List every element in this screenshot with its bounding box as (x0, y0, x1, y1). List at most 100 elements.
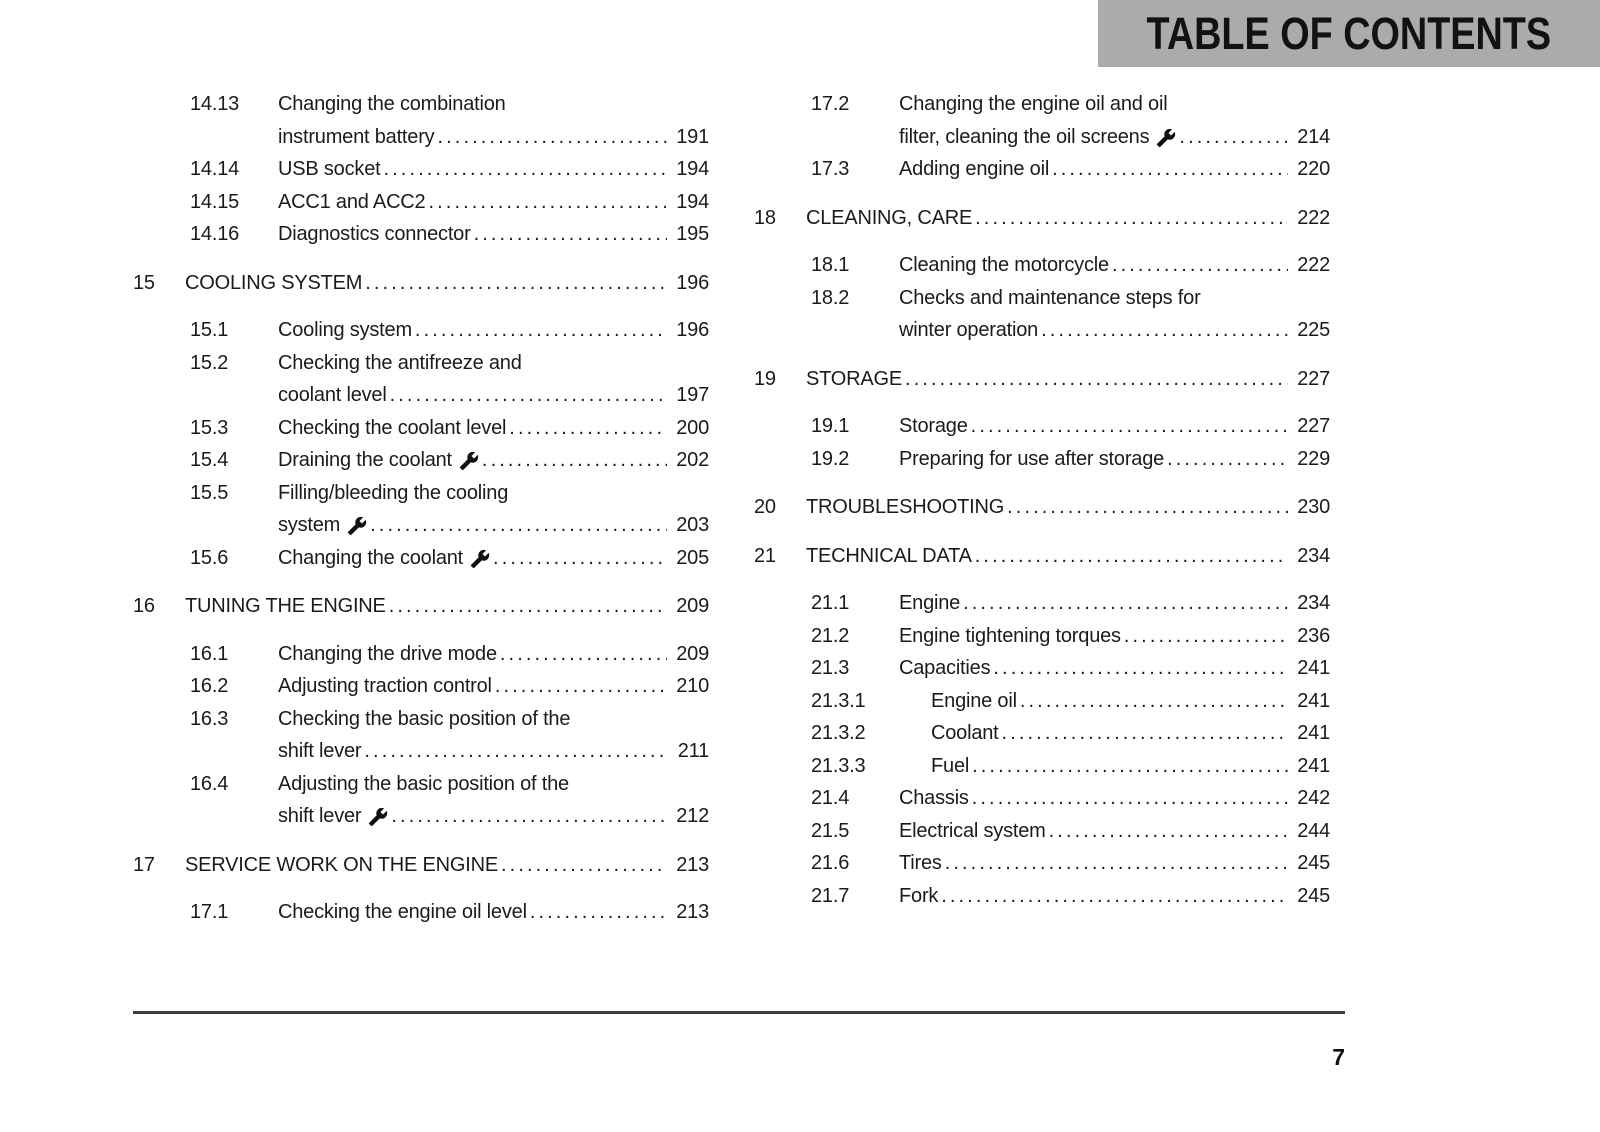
entry-body: Cooling system 196 (278, 314, 709, 347)
entry-line: Engine oil 241 (931, 685, 1330, 718)
entry-number: 17.3 (811, 158, 850, 180)
entry-line: Adjusting traction control 210 (278, 670, 709, 703)
toc-sub-entry-17.2: 17.2 Changing the engine oil and oil filte… (754, 88, 1330, 153)
toc-sub-entry-21.5: 21.5 Electrical system 244 (754, 815, 1330, 848)
toc-section-entry-20: 20 TROUBLESHOOTING 230 (754, 491, 1330, 524)
entry-number: 16 (133, 595, 155, 617)
toc-section-entry-17: 17 SERVICE WORK ON THE ENGINE 213 (133, 849, 709, 882)
dot-leader (972, 750, 1288, 783)
wrench-icon (470, 549, 490, 568)
entry-title-line: instrument battery (278, 125, 435, 148)
toc-sub-entry-21.3: 21.3 Capacities 241 (754, 652, 1330, 685)
entry-page-number: 236 (1297, 624, 1330, 647)
toc-sub-entry-21.1: 21.1 Engine 234 (754, 587, 1330, 620)
entry-title-line: Coolant (931, 722, 999, 744)
entry-line: STORAGE 227 (806, 363, 1330, 396)
entry-body: Engine 234 (899, 587, 1330, 620)
entry-number: 21.5 (811, 819, 850, 842)
entry-page-number: 229 (1297, 447, 1330, 470)
entry-number: 14.14 (190, 158, 240, 180)
entry-page-number: 205 (676, 546, 709, 569)
entry-number: 14.13 (190, 93, 240, 115)
entry-line: TUNING THE ENGINE 209 (185, 590, 709, 623)
entry-number: 15.1 (190, 319, 229, 341)
entry-title-line: shift lever (278, 740, 362, 762)
entry-page-number: 213 (676, 901, 709, 923)
dot-leader (1002, 717, 1288, 750)
entry-number: 15.6 (190, 546, 229, 569)
entry-title-line: Changing the combination (278, 93, 506, 115)
dot-leader (370, 509, 667, 542)
entry-title-line: ACC1 and ACC2 (278, 190, 426, 213)
entry-line: coolant level 197 (278, 379, 709, 412)
entry-title-line: Adjusting the basic position of the (278, 772, 569, 795)
entry-title-line: USB socket (278, 158, 381, 180)
entry-page-number: 225 (1297, 319, 1330, 341)
entry-number: 19 (754, 367, 776, 390)
dot-leader (390, 379, 667, 412)
entry-number: 21.6 (811, 852, 850, 874)
dot-leader (905, 363, 1288, 396)
entry-title-line: Electrical system (899, 819, 1046, 842)
entry-page-number: 200 (676, 416, 709, 439)
entry-body: Draining the coolant 202 (278, 444, 709, 477)
entry-body: SERVICE WORK ON THE ENGINE 213 (185, 849, 709, 882)
entry-page-number: 241 (1297, 657, 1330, 679)
entry-number: 15.2 (190, 351, 229, 374)
entry-number: 18.1 (811, 254, 850, 276)
entry-line: Checking the basic position of the (278, 703, 709, 736)
entry-number: 18 (754, 206, 776, 229)
entry-body: Coolant 241 (899, 717, 1330, 750)
dot-leader (500, 638, 667, 671)
entry-page-number: 245 (1297, 852, 1330, 874)
entry-title-line: TROUBLESHOOTING (806, 496, 1005, 518)
entry-page-number: 241 (1297, 754, 1330, 777)
toc-sub-entry-15.5: 15.5 Filling/bleeding the cooling system 20… (133, 477, 709, 542)
dot-leader (501, 849, 667, 882)
entry-title-line: TECHNICAL DATA (806, 544, 972, 567)
toc-sub-entry-15.1: 15.1 Cooling system 196 (133, 314, 709, 347)
toc-sub-entry-16.3: 16.3 Checking the basic position of the sh… (133, 703, 709, 768)
entry-line: Electrical system 244 (899, 815, 1330, 848)
entry-title-line: Preparing for use after storage (899, 447, 1165, 470)
dot-leader (963, 587, 1288, 620)
entry-page-number: 197 (676, 384, 709, 406)
dot-leader (1179, 121, 1288, 154)
entry-body: Engine tightening torques 236 (899, 620, 1330, 653)
entry-line: Filling/bleeding the cooling (278, 477, 709, 510)
entry-line: Changing the combination (278, 88, 709, 121)
entry-number: 21.3.3 (811, 754, 866, 777)
entry-page-number: 210 (676, 675, 709, 697)
entry-page-number: 209 (676, 595, 709, 617)
entry-title-line: Adjusting traction control (278, 675, 492, 697)
entry-page-number: 209 (676, 642, 709, 665)
dot-leader (975, 540, 1288, 573)
entry-title-line: CLEANING, CARE (806, 206, 973, 229)
header-banner: TABLE OF CONTENTS (1098, 0, 1600, 67)
entry-line: winter operation 225 (899, 314, 1330, 347)
entry-number: 21.2 (811, 624, 850, 647)
toc-sub-entry-16.2: 16.2 Adjusting traction control 210 (133, 670, 709, 703)
entry-page-number: 203 (676, 514, 709, 536)
entry-page-number: 244 (1297, 819, 1330, 842)
entry-body: Diagnostics connector 195 (278, 218, 709, 251)
toc-sub-entry-16.1: 16.1 Changing the drive mode 209 (133, 638, 709, 671)
entry-page-number: 245 (1297, 884, 1330, 907)
toc-sub-entry-21.3.2: 21.3.2 Coolant 241 (754, 717, 1330, 750)
entry-page-number: 234 (1297, 544, 1330, 567)
dot-leader (1112, 249, 1288, 282)
entry-page-number: 241 (1297, 689, 1330, 712)
entry-number: 21 (754, 544, 776, 567)
toc-columns: 14.13 Changing the combination instrument … (133, 88, 1330, 929)
entry-number: 19.1 (811, 415, 850, 437)
entry-body: Tires 245 (899, 847, 1330, 880)
dot-leader (495, 670, 667, 703)
dot-leader (945, 847, 1288, 880)
entry-line: TROUBLESHOOTING 230 (806, 491, 1330, 524)
entry-line: Capacities 241 (899, 652, 1330, 685)
toc-sub-entry-14.15: 14.15 ACC1 and ACC2 194 (133, 186, 709, 219)
entry-body: TUNING THE ENGINE 209 (185, 590, 709, 623)
entry-number: 16.2 (190, 675, 229, 697)
toc-sub-entry-21.3.3: 21.3.3 Fuel 241 (754, 750, 1330, 783)
